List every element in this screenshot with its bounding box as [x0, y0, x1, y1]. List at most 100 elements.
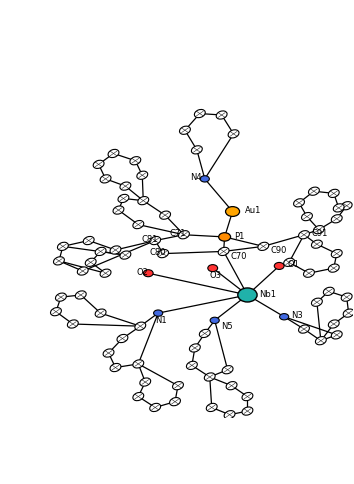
Text: N1: N1	[155, 316, 166, 325]
Ellipse shape	[274, 262, 284, 270]
Ellipse shape	[158, 250, 169, 257]
Ellipse shape	[331, 215, 342, 223]
Ellipse shape	[178, 231, 189, 239]
Ellipse shape	[85, 258, 96, 266]
Text: C70: C70	[231, 252, 247, 261]
Ellipse shape	[238, 288, 257, 302]
Text: O2: O2	[137, 268, 149, 277]
Ellipse shape	[328, 189, 339, 197]
Ellipse shape	[298, 325, 309, 333]
Ellipse shape	[53, 257, 64, 265]
Ellipse shape	[110, 363, 121, 372]
Ellipse shape	[160, 211, 171, 219]
Ellipse shape	[179, 126, 190, 135]
Ellipse shape	[343, 309, 354, 317]
Ellipse shape	[108, 150, 119, 158]
Ellipse shape	[103, 349, 114, 357]
Ellipse shape	[133, 360, 144, 368]
Ellipse shape	[110, 246, 121, 254]
Text: N3: N3	[291, 311, 303, 320]
Ellipse shape	[225, 207, 240, 216]
Ellipse shape	[208, 265, 218, 272]
Ellipse shape	[222, 365, 233, 374]
Ellipse shape	[242, 407, 253, 415]
Ellipse shape	[83, 237, 94, 244]
Ellipse shape	[199, 329, 210, 337]
Ellipse shape	[118, 195, 129, 203]
Text: C90: C90	[270, 246, 287, 255]
Ellipse shape	[328, 264, 339, 272]
Ellipse shape	[312, 240, 322, 248]
Ellipse shape	[328, 320, 339, 328]
Text: Au1: Au1	[245, 206, 261, 215]
Text: C91: C91	[312, 229, 328, 238]
Ellipse shape	[200, 176, 209, 182]
Text: C71: C71	[170, 229, 187, 238]
Text: O1: O1	[288, 260, 300, 270]
Ellipse shape	[57, 242, 68, 250]
Ellipse shape	[130, 157, 141, 165]
Ellipse shape	[113, 206, 124, 214]
Text: C80: C80	[149, 248, 166, 257]
Text: C81: C81	[141, 235, 158, 244]
Ellipse shape	[226, 381, 237, 390]
Ellipse shape	[313, 226, 324, 234]
Ellipse shape	[150, 237, 161, 244]
Ellipse shape	[100, 269, 111, 277]
Ellipse shape	[51, 307, 61, 316]
Ellipse shape	[216, 111, 227, 119]
Ellipse shape	[143, 270, 153, 277]
Ellipse shape	[293, 199, 304, 207]
Text: N5: N5	[221, 322, 233, 331]
Ellipse shape	[95, 309, 106, 317]
Ellipse shape	[302, 212, 313, 221]
Ellipse shape	[192, 146, 202, 154]
Ellipse shape	[218, 247, 229, 256]
Ellipse shape	[333, 204, 344, 212]
Ellipse shape	[77, 267, 88, 275]
Ellipse shape	[170, 397, 181, 406]
Ellipse shape	[341, 202, 352, 210]
Ellipse shape	[120, 251, 131, 259]
Ellipse shape	[154, 310, 163, 316]
Ellipse shape	[95, 247, 106, 256]
Ellipse shape	[315, 336, 326, 345]
Ellipse shape	[93, 160, 104, 168]
Ellipse shape	[187, 361, 197, 369]
Ellipse shape	[298, 231, 309, 239]
Ellipse shape	[133, 393, 144, 401]
Ellipse shape	[172, 381, 183, 390]
Text: N4: N4	[190, 173, 202, 182]
Ellipse shape	[341, 293, 352, 301]
Ellipse shape	[242, 393, 253, 401]
Ellipse shape	[331, 331, 342, 339]
Ellipse shape	[120, 182, 131, 190]
Ellipse shape	[204, 373, 215, 381]
Ellipse shape	[140, 378, 151, 386]
Ellipse shape	[135, 322, 146, 330]
Ellipse shape	[228, 130, 239, 138]
Text: Nb1: Nb1	[259, 290, 276, 300]
Ellipse shape	[206, 403, 217, 411]
Ellipse shape	[331, 250, 342, 257]
Ellipse shape	[100, 175, 111, 183]
Ellipse shape	[56, 293, 66, 301]
Ellipse shape	[137, 171, 148, 180]
Ellipse shape	[189, 344, 200, 352]
Ellipse shape	[323, 287, 334, 295]
Ellipse shape	[133, 221, 144, 229]
Ellipse shape	[150, 403, 161, 411]
Ellipse shape	[312, 298, 322, 306]
Ellipse shape	[219, 233, 230, 241]
Ellipse shape	[308, 187, 319, 196]
Ellipse shape	[280, 314, 289, 320]
Ellipse shape	[210, 317, 219, 323]
Ellipse shape	[194, 109, 205, 118]
Ellipse shape	[303, 269, 314, 277]
Text: P1: P1	[234, 232, 245, 241]
Ellipse shape	[138, 197, 149, 205]
Text: O3: O3	[209, 272, 221, 280]
Ellipse shape	[67, 320, 78, 328]
Ellipse shape	[75, 291, 86, 299]
Ellipse shape	[224, 410, 235, 419]
